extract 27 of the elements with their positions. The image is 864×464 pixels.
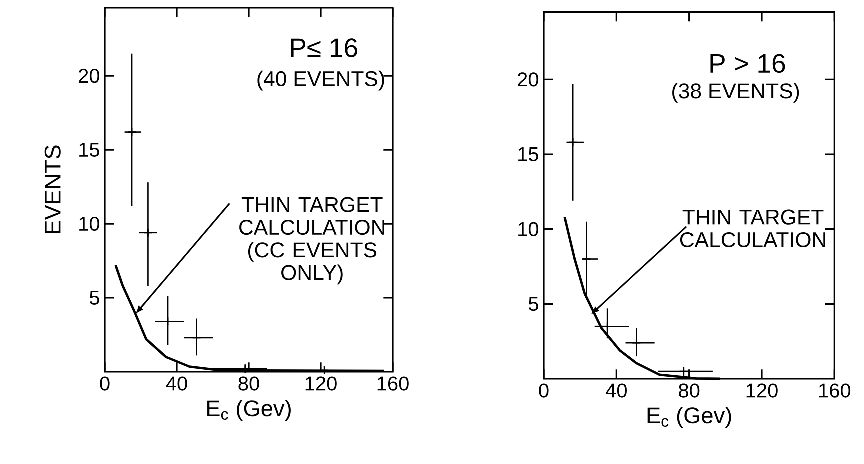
x-tick-label: 0: [539, 384, 549, 398]
y-tick-label: 10: [518, 222, 538, 236]
annotation: THIN TARGET CALCULATION (CC EVENTS ONLY): [240, 197, 384, 285]
y-tick-label: 20: [518, 72, 538, 87]
y-tick-label: 15: [80, 143, 100, 158]
x-tick-label: 120: [306, 376, 337, 391]
x-tick-label: 120: [746, 384, 778, 398]
y-axis-title: EVENTS: [44, 146, 61, 234]
y-tick-label: 5: [90, 291, 100, 305]
annotation: THIN TARGET CALCULATION: [680, 210, 826, 248]
y-tick-label: 5: [528, 297, 538, 312]
x-axis-title: E$_{c}$ (Gev): [208, 400, 291, 422]
y-tick-label: 15: [518, 148, 538, 162]
x-tick-label: 160: [820, 384, 851, 398]
x-axis-title: E$_{c}$ (Gev): [648, 407, 732, 428]
x-tick-label: 80: [679, 384, 700, 398]
x-tick-label: 0: [100, 376, 110, 391]
text: (38 EVENTS): [672, 83, 800, 103]
x-tick-label: 80: [238, 376, 260, 391]
y-tick-label: 10: [80, 216, 100, 232]
text: P≤ 16: [291, 38, 358, 58]
text: (40 EVENTS): [258, 70, 384, 91]
y-tick-label: 20: [79, 68, 100, 84]
text: P > 16: [710, 54, 786, 74]
x-tick-label: 40: [606, 384, 627, 398]
x-tick-label: 40: [166, 376, 188, 391]
x-tick-label: 160: [378, 376, 409, 391]
